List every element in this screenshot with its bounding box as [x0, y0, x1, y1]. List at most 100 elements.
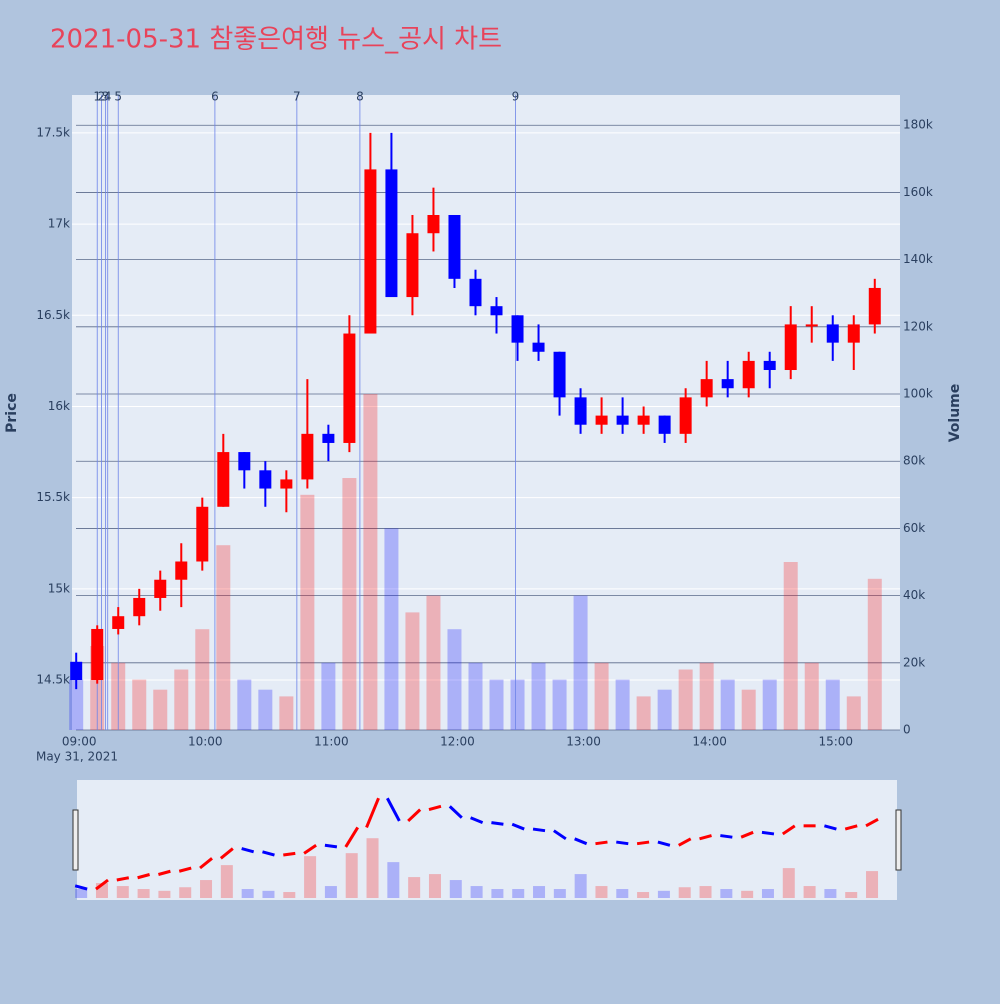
mini-candle — [699, 834, 712, 841]
volume-bar — [825, 679, 840, 730]
mini-candle — [595, 840, 608, 846]
mini-candle — [241, 847, 255, 854]
candle-body — [763, 360, 776, 371]
mini-volume-bar — [283, 892, 296, 898]
candle-body — [385, 169, 398, 298]
news-label: 6 — [211, 90, 219, 104]
candle-body — [847, 324, 860, 343]
volume-bar — [363, 394, 378, 730]
mini-candle — [678, 837, 692, 847]
volume-bar — [132, 679, 147, 730]
volume-bar — [195, 629, 210, 730]
y-tick-label: 17k — [48, 217, 70, 231]
mini-volume-bar — [637, 892, 650, 898]
y2-tick-label: 120k — [903, 319, 933, 333]
candle-body — [322, 433, 335, 443]
candle-body — [112, 616, 125, 629]
candle-body — [154, 579, 167, 598]
candle-body — [721, 379, 734, 389]
y-tick-label: 15.5k — [36, 490, 70, 504]
candle-body — [343, 333, 356, 443]
mini-candle — [657, 840, 671, 847]
mini-candle — [116, 876, 130, 882]
candle-body — [574, 397, 587, 425]
y-tick-label: 15k — [48, 581, 70, 595]
x-tick-label: 15:00 — [818, 735, 853, 749]
candle-body — [616, 415, 629, 425]
news-label: 8 — [356, 90, 364, 104]
candle-body — [364, 169, 377, 334]
mini-candle — [553, 829, 567, 841]
x-tick-label: 09:00 — [62, 735, 97, 749]
candle-body — [91, 628, 104, 681]
candle-body — [868, 287, 881, 325]
mini-candle — [720, 834, 733, 839]
volume-bar — [426, 595, 441, 730]
candle-body — [595, 415, 608, 425]
mini-candle — [616, 840, 629, 846]
range-handle[interactable] — [72, 809, 79, 871]
volume-bar — [447, 629, 462, 730]
x-tick-label: 14:00 — [692, 735, 727, 749]
candle-body — [427, 214, 440, 234]
mini-volume-bar — [699, 886, 712, 898]
mini-volume-bar — [616, 889, 629, 898]
volume-bar — [552, 679, 567, 730]
mini-volume-bar — [657, 890, 670, 898]
volume-bar — [384, 528, 399, 730]
volume-bar — [321, 662, 336, 730]
mini-candle — [74, 884, 88, 891]
volume-bar — [804, 662, 819, 730]
mini-volume-bar — [824, 889, 837, 898]
mini-candle — [324, 843, 338, 849]
candle-body — [175, 561, 188, 580]
y2-tick-label: 160k — [903, 185, 933, 199]
mini-candle — [344, 826, 359, 848]
mini-volume-bar — [782, 868, 795, 898]
mini-volume-bar — [179, 887, 192, 898]
candle-body — [490, 306, 503, 316]
mini-volume-bar — [803, 886, 816, 898]
mini-volume-bar — [761, 889, 774, 898]
candle-body — [196, 506, 209, 562]
volume-bar — [573, 595, 588, 730]
mini-candle — [844, 824, 858, 831]
mini-candle — [865, 818, 879, 828]
mini-volume-bar — [574, 874, 587, 898]
volume-bar — [636, 696, 651, 730]
mini-volume-bar — [116, 886, 129, 898]
range-handle[interactable] — [895, 809, 902, 871]
candle-body — [700, 379, 713, 398]
news-label: 3 — [102, 90, 110, 104]
mini-candle — [428, 804, 442, 812]
mini-volume-bar — [678, 887, 691, 898]
mini-candle — [158, 869, 171, 876]
mini-candle — [178, 866, 192, 873]
mini-volume-bar — [449, 880, 462, 898]
range-slider[interactable] — [77, 780, 897, 900]
candle-body — [805, 324, 818, 327]
y-tick-label: 14.5k — [36, 673, 70, 687]
volume-bar — [279, 696, 294, 730]
mini-candle — [95, 878, 109, 891]
y-axis-title: Price — [4, 393, 20, 433]
chart-title: 2021-05-31 참좋은여행 뉴스_공시 차트 — [50, 25, 502, 55]
volume-bar — [258, 689, 273, 730]
x-tick-label: 11:00 — [314, 735, 349, 749]
x-tick-label: 10:00 — [188, 735, 223, 749]
plot-area — [72, 95, 900, 730]
volume-bar — [489, 679, 504, 730]
mini-volume-bar — [553, 889, 566, 898]
y-tick-label: 17.5k — [36, 125, 70, 139]
mini-candle — [636, 840, 650, 846]
volume-bar — [783, 562, 798, 730]
volume-bar — [174, 669, 189, 730]
volume-bar — [762, 679, 777, 730]
volume-bar — [300, 494, 315, 730]
mini-volume-bar — [741, 890, 754, 898]
candle-body — [784, 324, 797, 371]
news-label: 4 — [104, 90, 112, 104]
y2-tick-label: 80k — [903, 454, 925, 468]
mini-candle — [365, 797, 380, 829]
mini-volume-bar — [75, 889, 88, 898]
